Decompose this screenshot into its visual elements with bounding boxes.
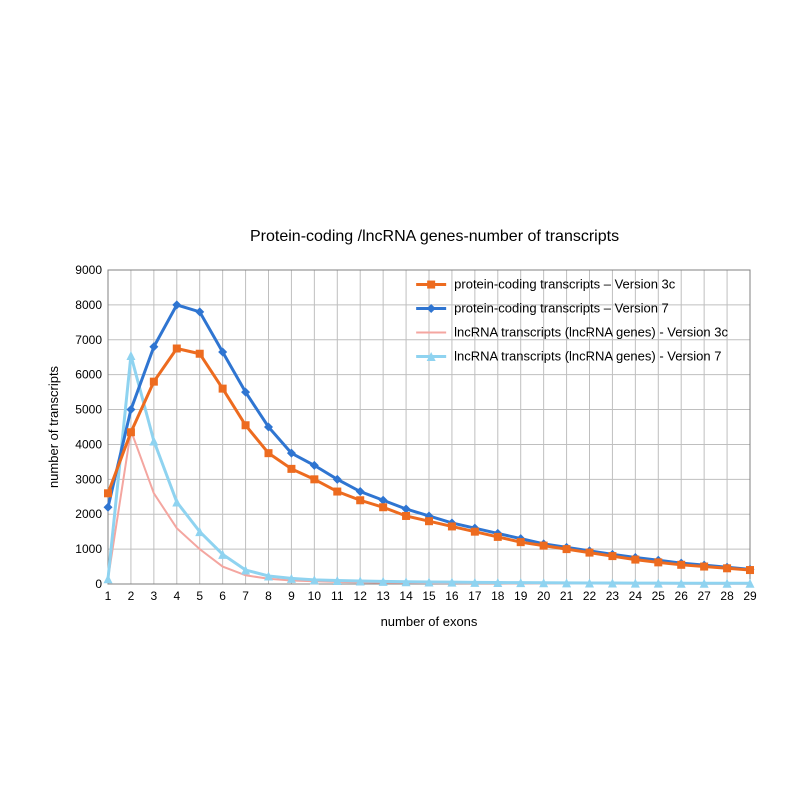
x-tick-label: 19: [514, 589, 528, 603]
x-tick-label: 3: [151, 589, 158, 603]
y-tick-label: 2000: [75, 507, 102, 521]
marker: [654, 558, 662, 566]
marker: [173, 345, 181, 353]
legend-label: protein-coding transcripts – Version 7: [454, 301, 669, 316]
marker: [427, 281, 435, 289]
marker: [494, 533, 502, 541]
x-tick-label: 20: [537, 589, 551, 603]
y-tick-label: 6000: [75, 368, 102, 382]
marker: [517, 538, 525, 546]
x-tick-label: 14: [399, 589, 413, 603]
x-tick-label: 28: [720, 589, 734, 603]
y-tick-label: 0: [95, 577, 102, 591]
marker: [104, 489, 112, 497]
x-tick-label: 18: [491, 589, 505, 603]
x-tick-label: 7: [242, 589, 249, 603]
marker: [608, 552, 616, 560]
marker: [333, 488, 341, 496]
x-tick-label: 23: [606, 589, 620, 603]
marker: [379, 503, 387, 511]
x-axis-label: number of exons: [381, 614, 478, 629]
marker: [723, 564, 731, 572]
chart-title: Protein-coding /lncRNA genes-number of t…: [250, 228, 619, 246]
x-tick-label: 10: [308, 589, 322, 603]
legend-label: protein-coding transcripts – Version 3c: [454, 277, 676, 292]
marker: [631, 556, 639, 564]
marker: [540, 542, 548, 550]
marker: [471, 528, 479, 536]
x-tick-label: 12: [354, 589, 368, 603]
marker: [425, 517, 433, 525]
x-tick-label: 6: [219, 589, 226, 603]
x-tick-label: 16: [445, 589, 459, 603]
chart-container: 0100020003000400050006000700080009000123…: [40, 260, 760, 640]
y-tick-label: 8000: [75, 298, 102, 312]
marker: [586, 549, 594, 557]
x-tick-label: 13: [376, 589, 390, 603]
marker: [677, 561, 685, 569]
y-tick-label: 1000: [75, 542, 102, 556]
y-tick-label: 3000: [75, 472, 102, 486]
x-tick-label: 17: [468, 589, 482, 603]
marker: [219, 385, 227, 393]
marker: [265, 449, 273, 457]
marker: [150, 378, 158, 386]
x-tick-label: 15: [422, 589, 436, 603]
marker: [356, 496, 364, 504]
chart-svg: 0100020003000400050006000700080009000123…: [40, 260, 760, 640]
x-tick-label: 4: [173, 589, 180, 603]
marker: [402, 512, 410, 520]
x-tick-label: 26: [675, 589, 689, 603]
x-tick-label: 25: [652, 589, 666, 603]
y-tick-label: 9000: [75, 263, 102, 277]
marker: [563, 545, 571, 553]
x-tick-label: 29: [743, 589, 757, 603]
marker: [242, 421, 250, 429]
y-axis-label: number of transcripts: [46, 365, 61, 488]
marker: [448, 522, 456, 530]
legend-label: lncRNA transcripts (lncRNA genes) - Vers…: [454, 325, 728, 340]
marker: [700, 563, 708, 571]
x-tick-label: 9: [288, 589, 295, 603]
x-tick-label: 2: [128, 589, 135, 603]
x-tick-label: 8: [265, 589, 272, 603]
x-tick-label: 5: [196, 589, 203, 603]
x-tick-label: 1: [105, 589, 112, 603]
marker: [127, 428, 135, 436]
marker: [196, 350, 204, 358]
marker: [746, 566, 754, 574]
x-tick-label: 11: [331, 589, 344, 603]
marker: [287, 465, 295, 473]
marker: [310, 475, 318, 483]
x-tick-label: 27: [697, 589, 711, 603]
x-tick-label: 22: [583, 589, 597, 603]
x-tick-label: 24: [629, 589, 643, 603]
y-tick-label: 4000: [75, 437, 102, 451]
legend-label: lncRNA transcripts (lncRNA genes) - Vers…: [454, 349, 721, 364]
y-tick-label: 7000: [75, 333, 102, 347]
y-tick-label: 5000: [75, 403, 102, 417]
x-tick-label: 21: [560, 589, 574, 603]
